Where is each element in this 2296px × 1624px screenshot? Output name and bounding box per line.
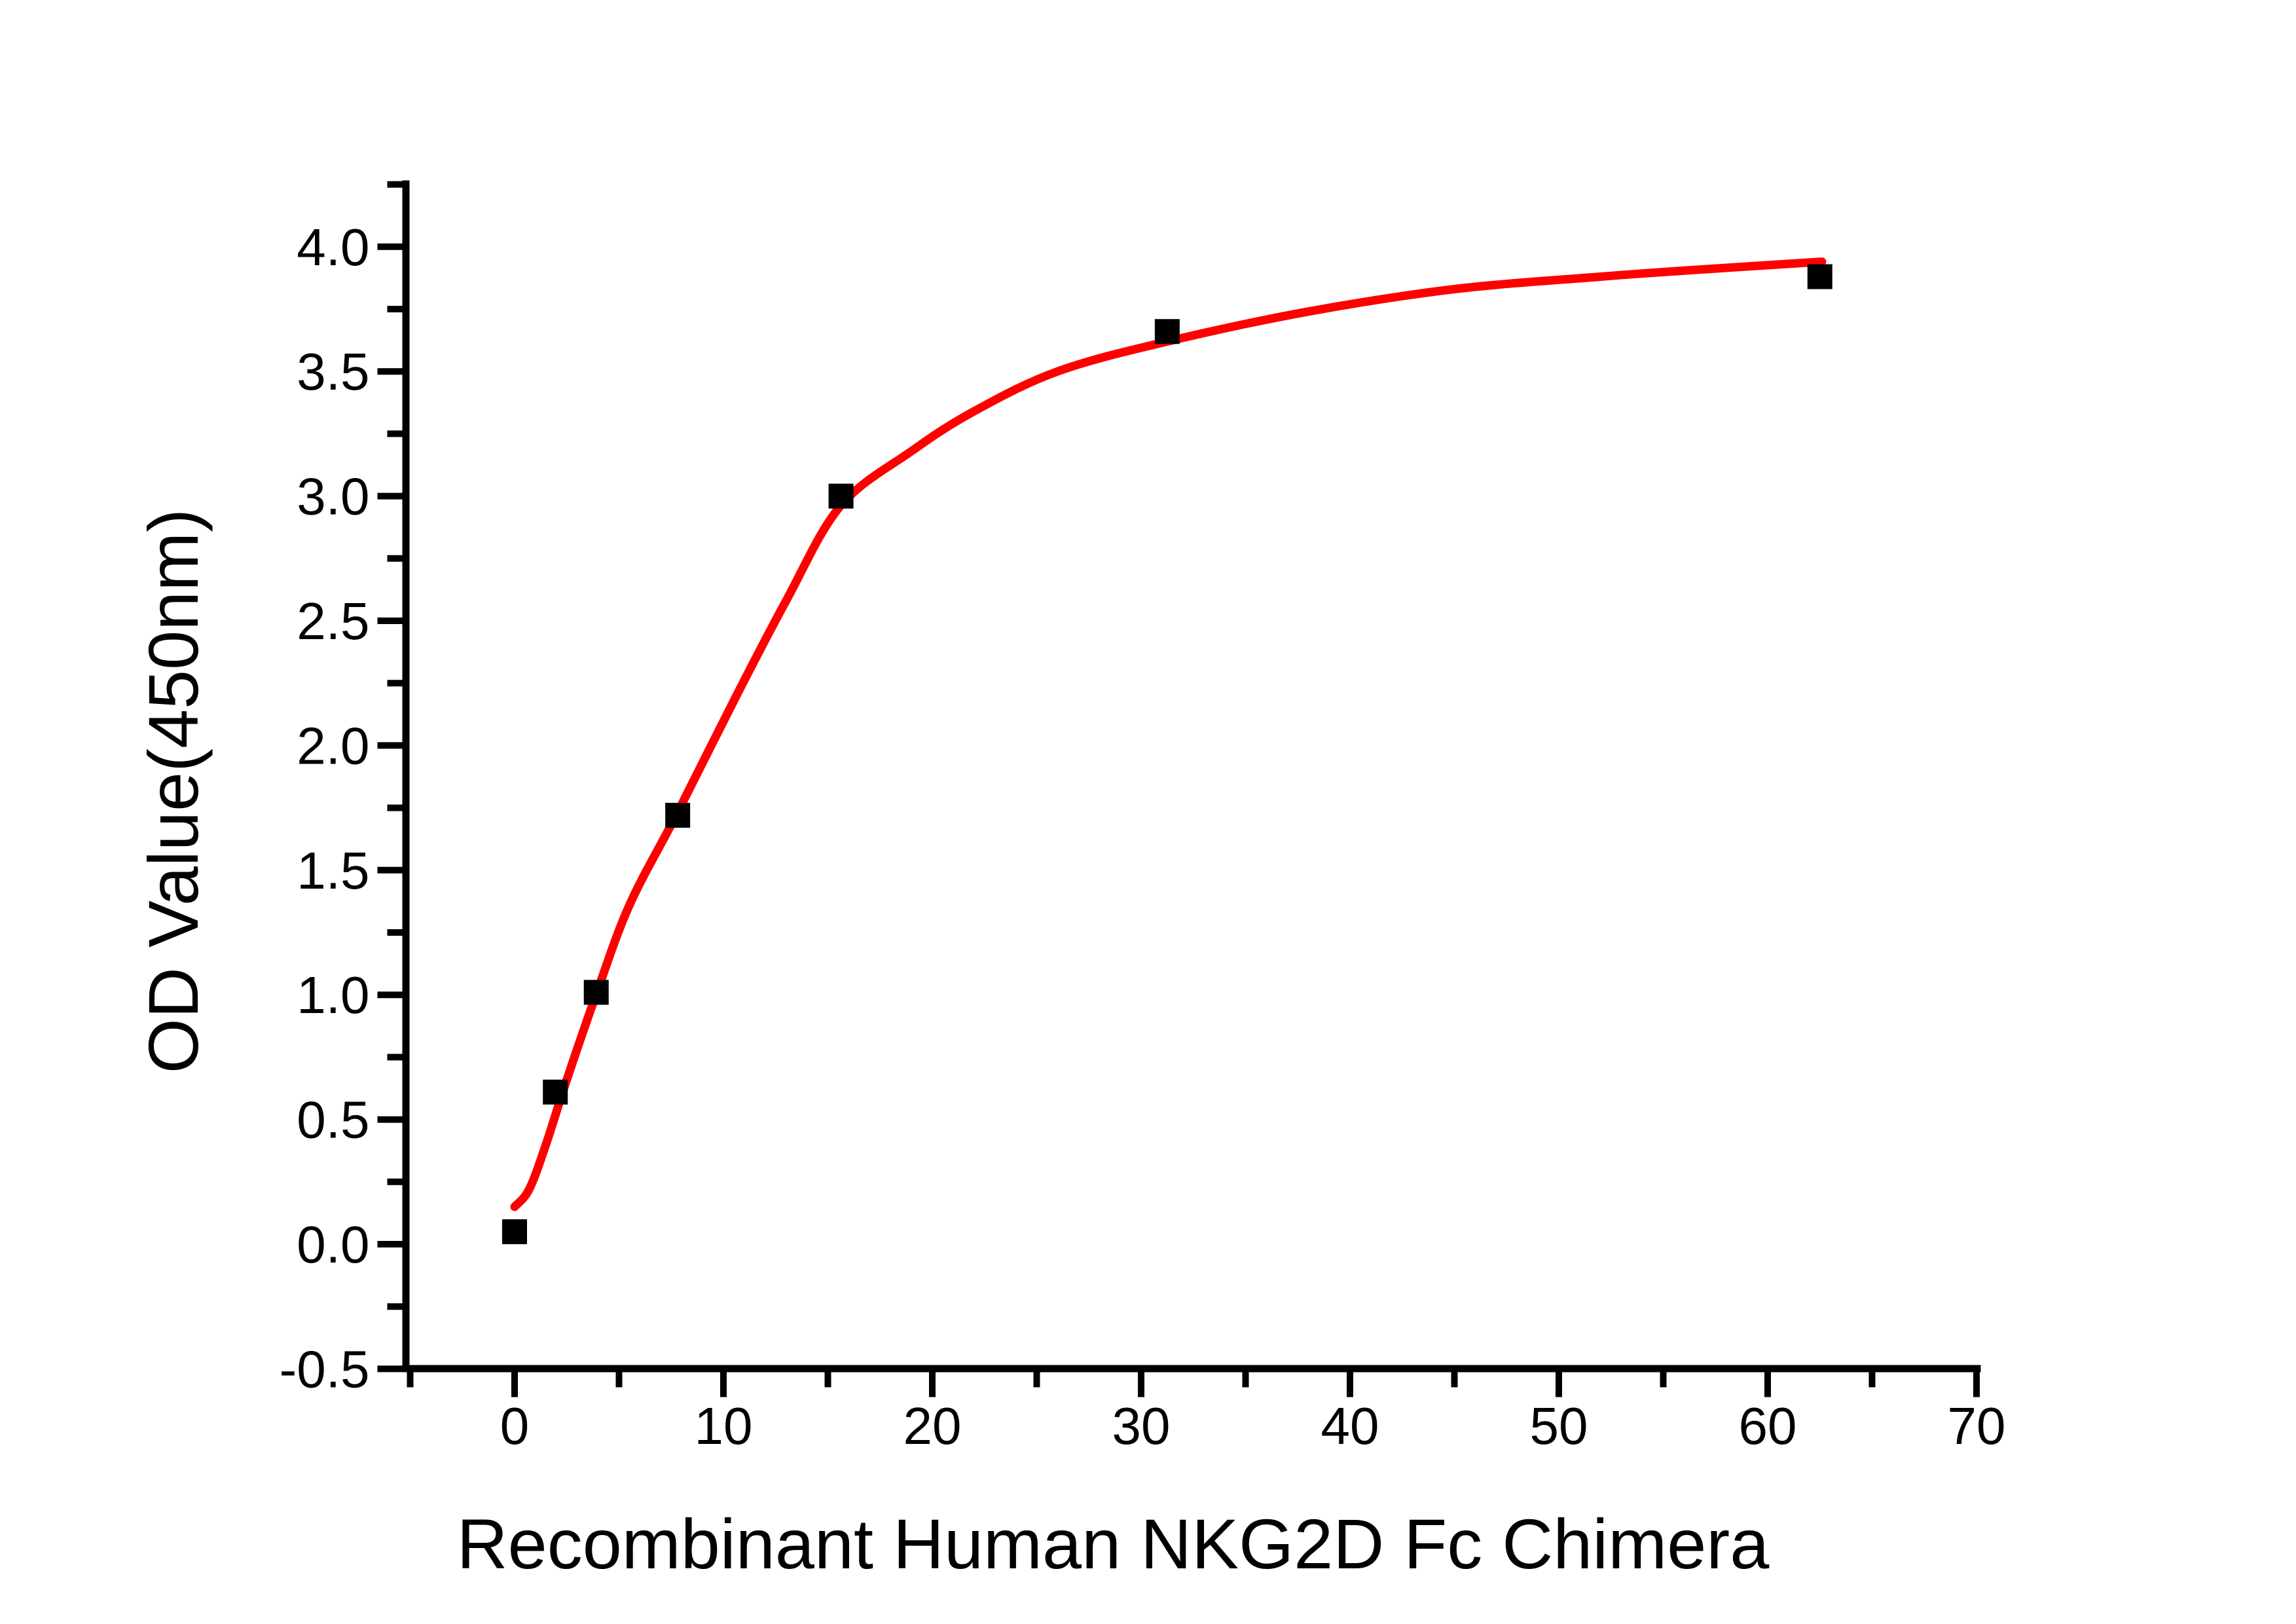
x-axis-title: Recombinant Human NKG2D Fc Chimera: [457, 1504, 1770, 1583]
x-axis-tick-label: 40: [1321, 1397, 1379, 1455]
y-axis-tick-label: -0.5: [280, 1340, 370, 1398]
y-axis-tick-label: 0.0: [297, 1215, 369, 1274]
x-axis-tick-label: 60: [1739, 1397, 1797, 1455]
y-axis-tick-label: 0.5: [297, 1091, 369, 1149]
data-points-group: [502, 264, 1832, 1244]
data-point-marker: [665, 803, 691, 828]
axes: [402, 180, 1981, 1373]
axis-ticks: [377, 181, 1980, 1397]
y-axis-tick-label: 3.0: [297, 468, 369, 526]
y-axis-title: OD Value(450nm): [134, 509, 213, 1073]
y-axis-tick-label: 3.5: [297, 342, 369, 401]
axis-tick-labels: 0 10 20 30 40 50 60 70 -0.5 0.0 0.5 1.0 1.5 2.0 2.5 3.0…: [280, 218, 2006, 1455]
y-axis-tick-label: 4.0: [297, 218, 369, 276]
data-point-marker: [502, 1219, 527, 1244]
x-axis-tick-label: 10: [695, 1397, 753, 1455]
x-axis-tick-label: 0: [500, 1397, 530, 1455]
data-point-marker: [583, 980, 609, 1005]
data-point-marker: [1807, 264, 1832, 289]
data-point-marker: [828, 483, 854, 509]
fit-curve: [510, 257, 1827, 1211]
data-point-marker: [1154, 319, 1180, 344]
fit-curve-group: [510, 257, 1827, 1211]
y-axis-tick-label: 2.5: [297, 592, 369, 650]
y-axis-tick-label: 1.0: [297, 966, 369, 1024]
data-point-marker: [543, 1079, 568, 1105]
x-axis-tick-label: 50: [1530, 1397, 1588, 1455]
x-axis-tick-label: 30: [1112, 1397, 1171, 1455]
x-axis-tick-label: 70: [1948, 1397, 2006, 1455]
y-axis-tick-label: 2.0: [297, 716, 369, 775]
y-axis-tick-label: 1.5: [297, 841, 369, 900]
x-axis-tick-label: 20: [903, 1397, 962, 1455]
